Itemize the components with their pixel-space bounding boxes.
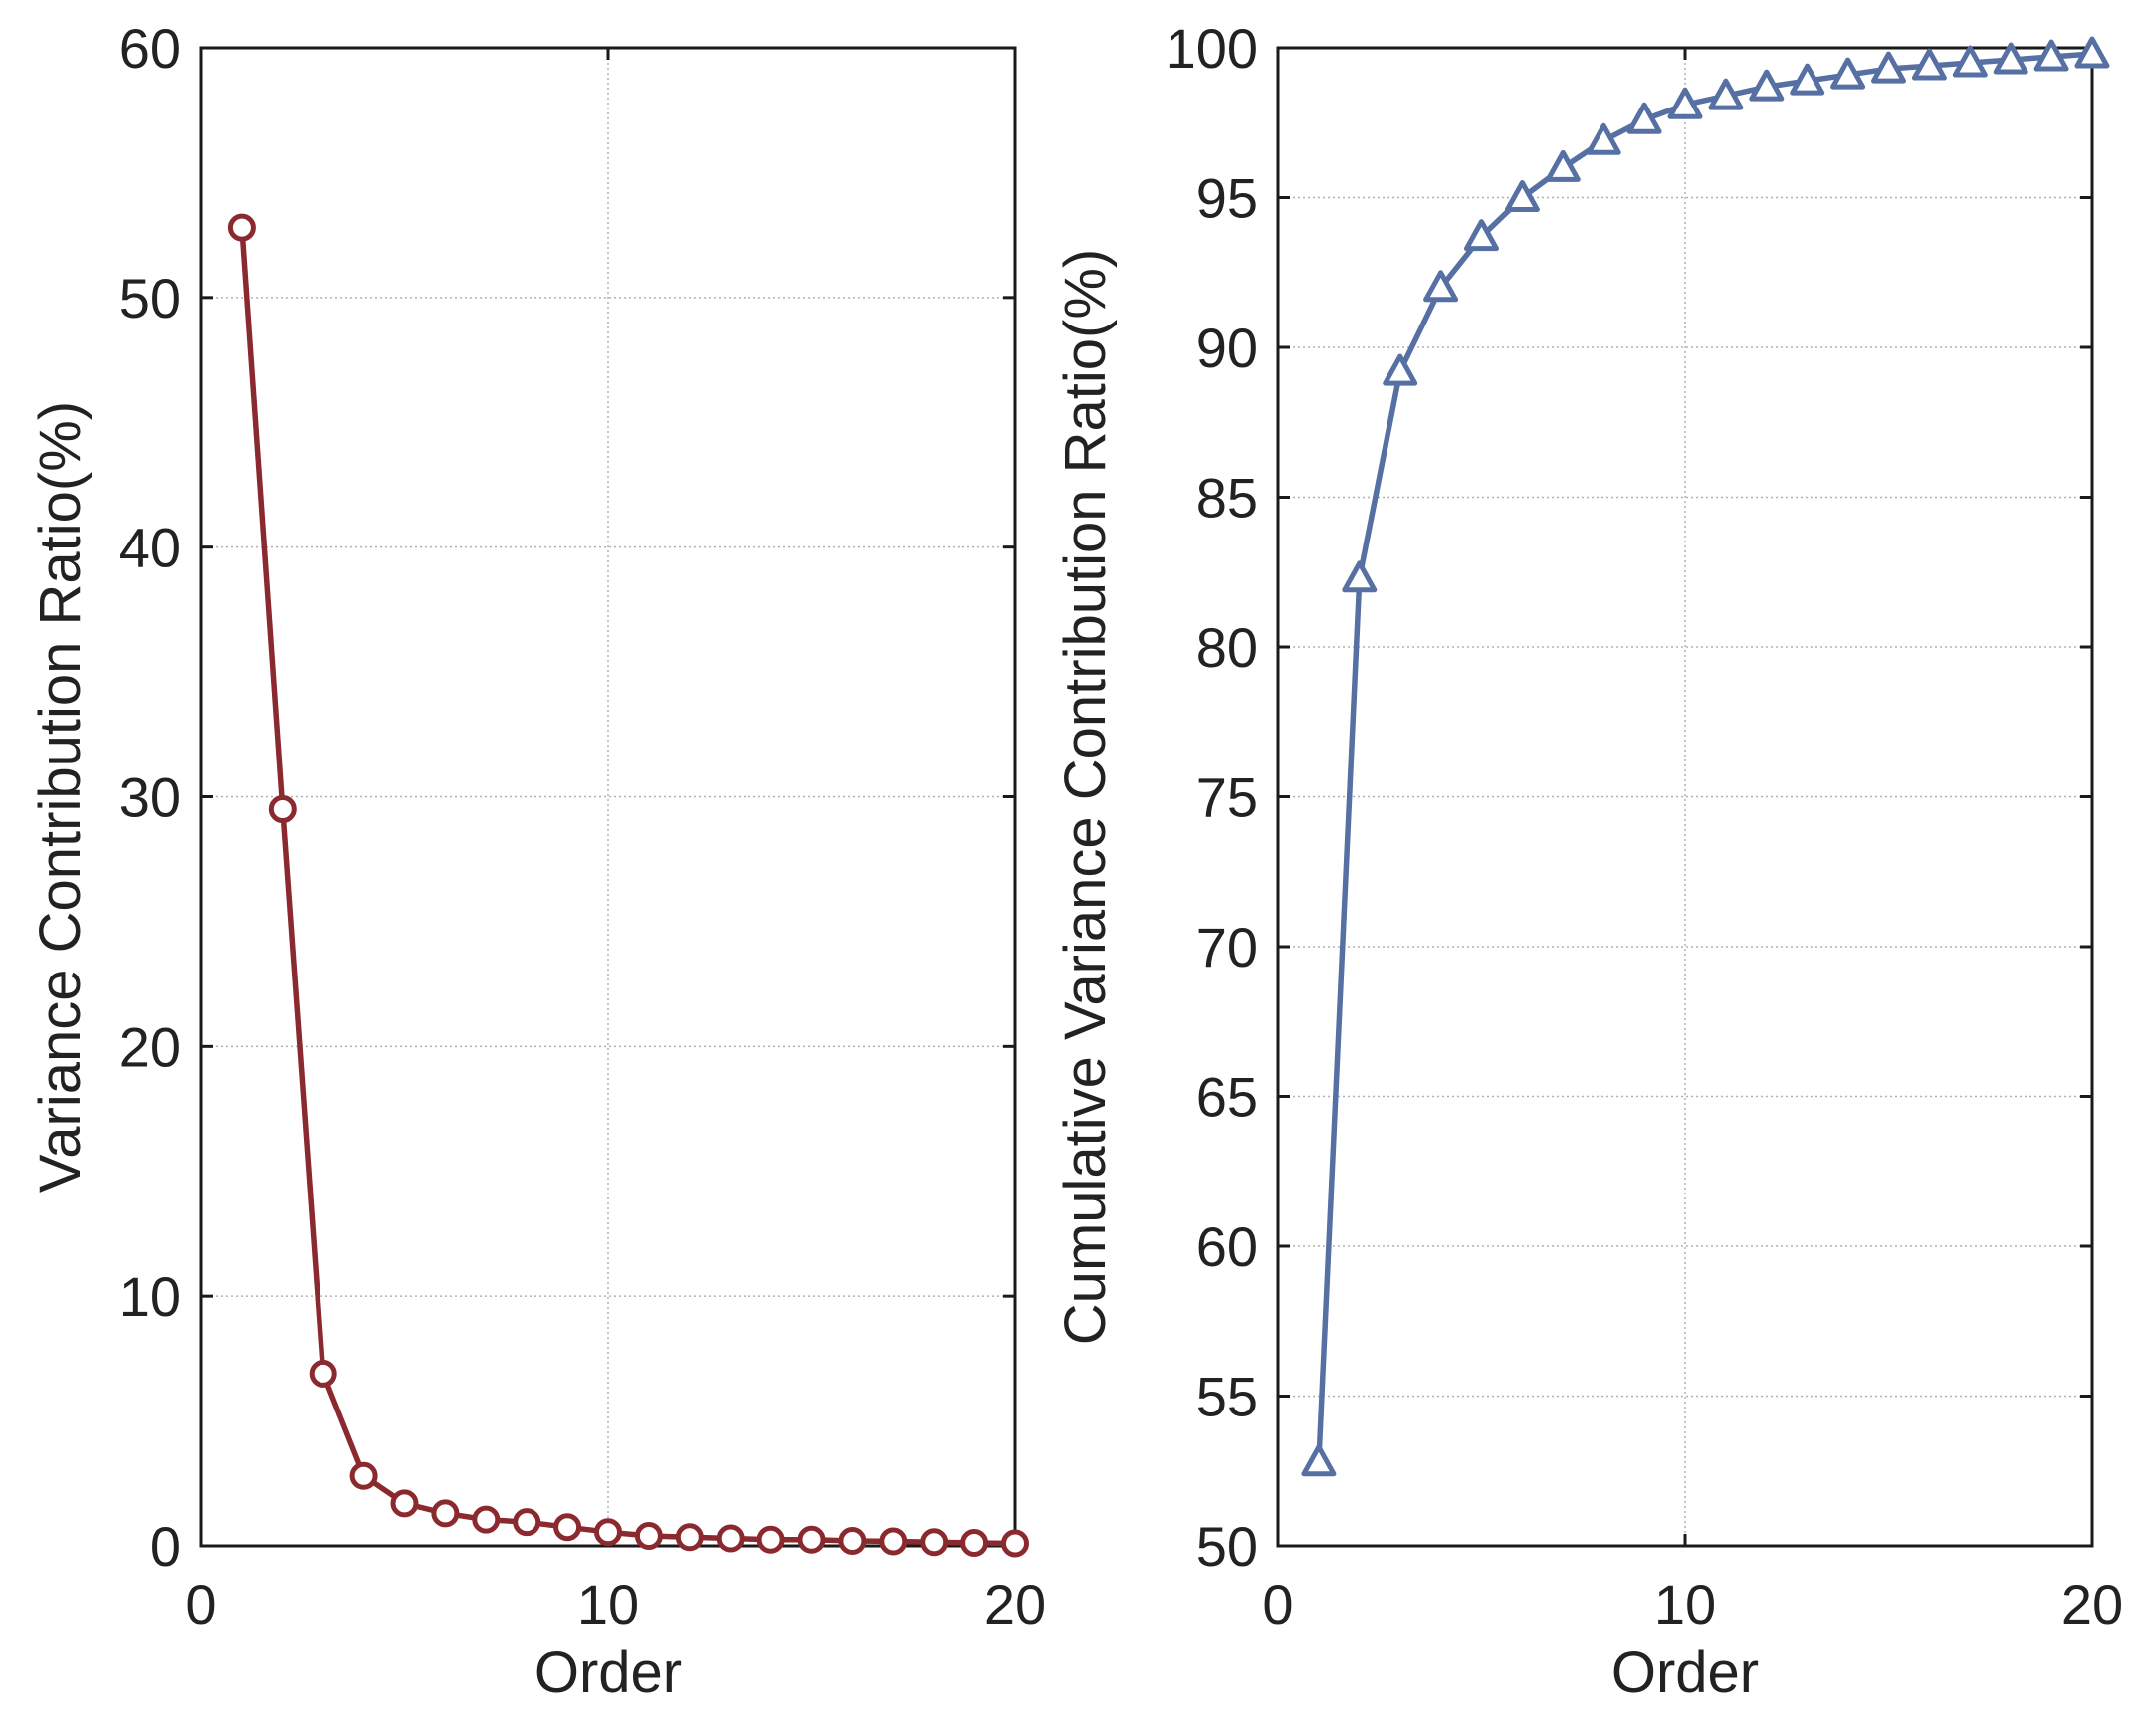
data-point — [472, 1505, 501, 1534]
y-tick-label: 10 — [119, 1265, 181, 1328]
data-point — [1911, 48, 1947, 81]
y-tick-label: 0 — [150, 1515, 181, 1578]
variance-contribution-chart: 0 10 20 0 10 20 30 40 50 60 Order Variance Contri… — [28, 17, 1046, 1705]
data-point — [513, 1508, 541, 1537]
data-point — [349, 1461, 378, 1490]
data-point — [1993, 42, 2028, 75]
data-point — [594, 1518, 622, 1547]
data-point — [1342, 560, 1378, 593]
x-tick-label: 20 — [2061, 1573, 2123, 1635]
data-point — [756, 1525, 785, 1554]
x-tick-label: 20 — [984, 1573, 1046, 1635]
data-point — [1749, 69, 1785, 102]
data-point — [1667, 87, 1703, 119]
data-point — [797, 1525, 826, 1554]
data-point — [634, 1521, 663, 1550]
data-point — [1464, 219, 1499, 252]
y-tick-label: 40 — [119, 517, 181, 579]
y-tick-label: 50 — [1196, 1515, 1258, 1578]
data-point — [309, 1359, 337, 1388]
y-tick-label: 30 — [119, 766, 181, 829]
data-point — [1586, 122, 1621, 155]
data-point — [1626, 102, 1662, 134]
data-point — [838, 1526, 867, 1555]
data-point — [716, 1524, 745, 1553]
data-point — [1504, 180, 1540, 212]
y-tick-label: 95 — [1196, 167, 1258, 230]
data-point — [1790, 63, 1825, 96]
data-point — [1545, 149, 1581, 182]
data-point — [431, 1499, 460, 1528]
data-point — [2033, 39, 2069, 72]
data-point — [920, 1528, 949, 1557]
y-tick-label: 70 — [1196, 916, 1258, 978]
data-point — [1001, 1529, 1029, 1558]
y-tick-label: 85 — [1196, 467, 1258, 530]
data-point — [960, 1528, 989, 1557]
data-point — [1952, 45, 1988, 78]
cumulative-variance-chart: 0 10 20 50 55 60 65 70 75 80 85 90 95 100 Order Cumul… — [1053, 17, 2123, 1705]
x-tick-label: 10 — [577, 1573, 639, 1635]
y-tick-label: 80 — [1196, 616, 1258, 679]
data-point — [1708, 78, 1744, 110]
y-tick-label: 55 — [1196, 1366, 1258, 1428]
x-tick-label: 0 — [185, 1573, 216, 1635]
data-point — [390, 1489, 419, 1518]
data-point — [268, 795, 297, 824]
data-point — [1423, 270, 1459, 303]
x-axis-label: Order — [1611, 1640, 1759, 1705]
y-tick-label: 75 — [1196, 766, 1258, 829]
data-point — [1301, 1444, 1337, 1477]
y-tick-label: 60 — [119, 17, 181, 80]
data-point — [553, 1513, 582, 1542]
data-point — [227, 213, 256, 242]
x-tick-label: 10 — [1654, 1573, 1716, 1635]
data-point — [1830, 57, 1866, 90]
y-tick-label: 100 — [1166, 17, 1258, 80]
x-tick-label: 0 — [1262, 1573, 1293, 1635]
y-axis-label: Variance Contribution Ratio(%) — [28, 401, 93, 1193]
y-tick-label: 65 — [1196, 1066, 1258, 1129]
y-tick-label: 90 — [1196, 317, 1258, 379]
y-tick-label: 20 — [119, 1015, 181, 1078]
data-point — [1871, 51, 1906, 84]
series-line — [239, 227, 1016, 1547]
y-tick-label: 60 — [1196, 1215, 1258, 1278]
data-point — [1383, 353, 1418, 386]
y-axis-label: Cumulative Variance Contribution Ratio(%… — [1053, 249, 1118, 1345]
series-line — [1316, 51, 2093, 1462]
data-point — [2074, 36, 2110, 69]
data-point — [879, 1527, 908, 1556]
y-tick-label: 50 — [119, 267, 181, 329]
data-point — [675, 1523, 704, 1552]
x-axis-label: Order — [534, 1640, 682, 1705]
